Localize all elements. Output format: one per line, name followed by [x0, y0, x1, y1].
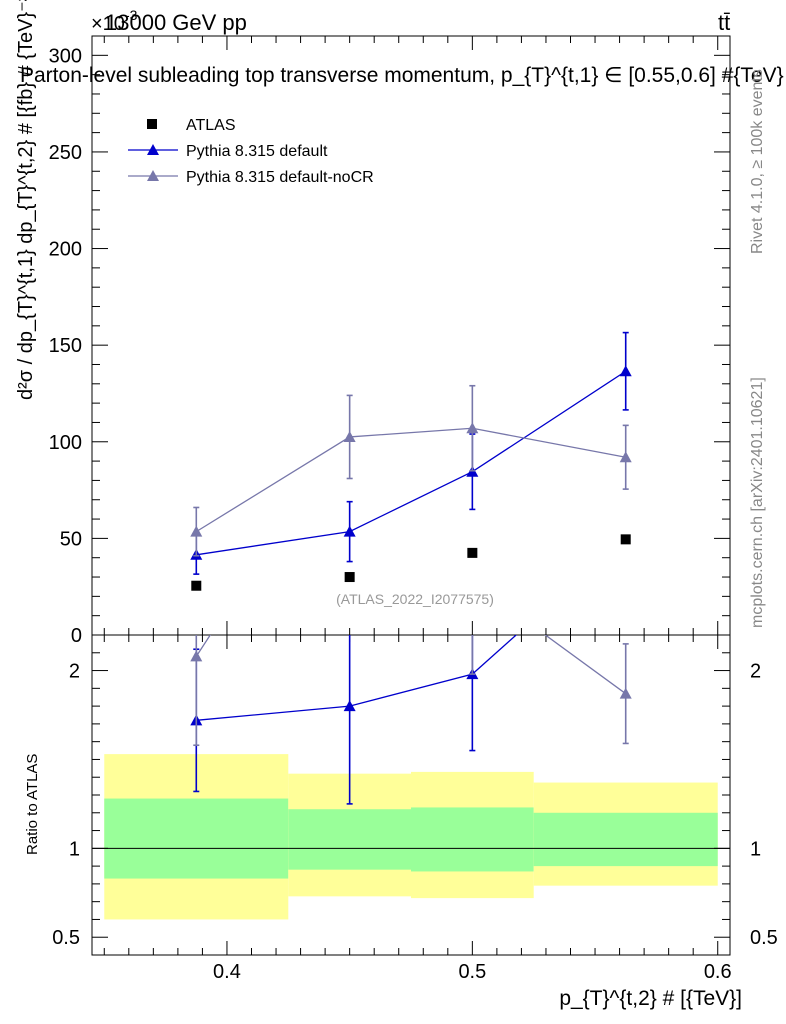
rivet-version-label: Rivet 4.1.0, ≥ 100k events — [749, 69, 766, 254]
y-tick-label-main: 150 — [49, 335, 82, 357]
main-series-point — [191, 580, 202, 591]
main-series-point — [619, 365, 632, 377]
main-series-line-2 — [195, 427, 626, 533]
legend-marker — [147, 144, 159, 155]
legend-label: ATLAS — [186, 117, 236, 134]
axis-ticks — [92, 35, 730, 955]
main-series-point — [467, 547, 478, 558]
y-tick-label-ratio: 0.5 — [52, 927, 80, 949]
legend-marker-atlas — [147, 119, 157, 129]
main-series-point — [343, 525, 356, 537]
ratio-series-line-0 — [196, 635, 518, 721]
y-tick-label-ratio-right: 2 — [750, 661, 761, 683]
ratio-series-point — [466, 576, 478, 587]
ratio-band-inner-2 — [411, 807, 534, 872]
ratio-uncertainty-bands — [104, 754, 718, 920]
legend-label: Pythia 8.315 default-noCR — [186, 169, 374, 186]
y-tick-label-main: 200 — [49, 239, 82, 261]
legend-label: Pythia 8.315 default — [186, 143, 328, 160]
y-tick-label-main: 50 — [60, 528, 82, 550]
legend-marker — [147, 170, 159, 181]
energy-label: 13000 GeV pp — [105, 10, 247, 35]
x-tick-label: 0.4 — [213, 961, 241, 983]
x-tick-label: 0.5 — [458, 961, 486, 983]
main-series-point — [619, 451, 632, 463]
analysis-tag: (ATLAS_2022_I2077575) — [336, 591, 494, 607]
main-series-point — [466, 422, 479, 434]
y-tick-label-main: 0 — [71, 625, 82, 647]
ratio-series-line-1 — [195, 635, 627, 695]
y-tick-label-main: 300 — [49, 45, 82, 67]
ratio-band-inner-0 — [104, 798, 289, 879]
ratio-series-point — [190, 650, 203, 662]
plot-title: Parton-level subleading top transverse m… — [20, 64, 784, 87]
y-tick-label-ratio-right: 0.5 — [750, 927, 778, 949]
y-tick-label-main: 100 — [49, 432, 82, 454]
ratio-band-inner-3 — [533, 812, 718, 867]
main-series-point — [190, 525, 203, 537]
x-axis-label: p_{T}^{t,2} # [{TeV}] — [559, 987, 742, 1010]
ratio-series-point — [619, 687, 632, 699]
exponent-label: ×10-3 — [91, 7, 138, 35]
y-tick-label-ratio-right: 1 — [750, 838, 761, 860]
y-tick-label-main: 250 — [49, 142, 82, 164]
x-tick-label: 0.6 — [704, 961, 732, 983]
mcplots-reference-label: mcplots.cern.ch [arXiv:2401.10621] — [749, 377, 766, 628]
main-series-point — [343, 430, 356, 442]
axis-tick-labels: 0.4 0.5 0.6 0 50 100 150 200 250 300 0.5 0.5 1 1 2 2 — [49, 45, 778, 983]
ratio-series-point — [343, 700, 356, 712]
ratio-series-group — [190, 576, 632, 805]
legend: ATLAS Pythia 8.315 default Pythia 8.315 de… — [128, 117, 374, 186]
main-series-group — [190, 331, 632, 591]
y-axis-label-ratio: Ratio to ATLAS — [24, 754, 41, 855]
main-series-line-1 — [196, 370, 627, 556]
process-label: tt̄ — [718, 10, 730, 35]
main-series-point — [344, 572, 355, 583]
main-series-point — [620, 534, 631, 545]
ratio-band-inner-1 — [288, 809, 411, 870]
y-tick-label-ratio: 2 — [69, 661, 80, 683]
y-axis-label-main: d²σ / dp_{T}^{t,1} dp_{T}^{t,2} # [{fb} … — [15, 0, 37, 400]
y-tick-label-ratio: 1 — [69, 838, 80, 860]
